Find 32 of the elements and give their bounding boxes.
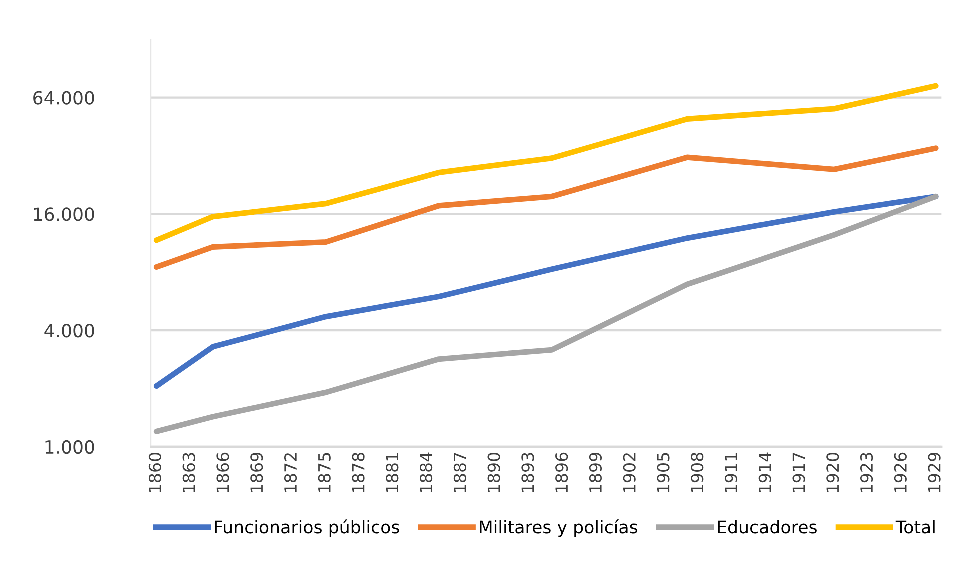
x-tick-label: 1926 (894, 452, 907, 492)
x-tick-label: 1908 (691, 452, 704, 492)
x-tick-label: 1899 (589, 453, 602, 492)
x-tick-label: 1884 (420, 452, 433, 492)
x-tick-label: 1866 (216, 452, 230, 492)
x-tick-label: 1878 (352, 452, 365, 492)
x-tick-label: 1917 (792, 453, 806, 492)
legend-label: Educadores (718, 520, 817, 534)
x-tick-label: 1869 (250, 453, 264, 492)
x-tick-label: 1896 (556, 452, 568, 492)
y-tick-label: 4.000 (44, 324, 94, 338)
x-tick-label: 1890 (488, 452, 500, 492)
x-tick-label: 1914 (758, 452, 772, 492)
x-tick-label: 1911 (724, 453, 738, 492)
x-tick-label: 1881 (386, 453, 399, 492)
x-tick-label: 1905 (657, 453, 670, 492)
x-tick-label: 1920 (826, 452, 840, 492)
y-tick-label: 64.000 (34, 91, 94, 105)
legend-label: Total (896, 520, 935, 534)
x-tick-label: 1872 (284, 454, 298, 492)
x-tick-label: 1875 (318, 453, 331, 492)
x-tick-label: 1923 (860, 453, 874, 492)
y-tick-label: 16.000 (34, 208, 94, 222)
y-tick-label: 1.000 (46, 440, 94, 454)
x-tick-label: 1929 (928, 453, 941, 492)
x-tick-label: 1902 (623, 454, 636, 492)
x-tick-label: 1893 (522, 453, 534, 492)
legend-label: Militares y policías (480, 520, 638, 538)
x-tick-label: 1863 (182, 453, 196, 492)
x-tick-label: 1860 (148, 452, 162, 492)
legend-label: Funcionarios públicos (215, 520, 400, 538)
x-tick-label: 1887 (454, 453, 466, 492)
